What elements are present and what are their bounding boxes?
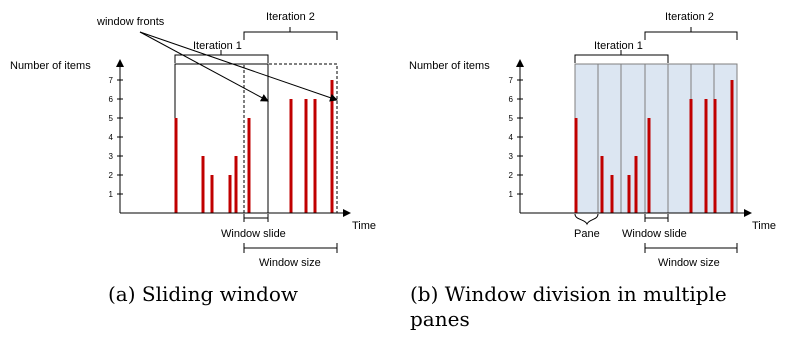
caption-a: (a) Sliding window [108, 282, 298, 306]
bar [689, 99, 693, 213]
iteration-1-brace [174, 50, 269, 63]
window-front-arrow-1 [139, 31, 269, 102]
iteration-2-label: Iteration 2 [266, 11, 315, 23]
pane-label: Pane [574, 228, 600, 240]
window-size-bracket [644, 243, 738, 253]
window-front-arrow-2 [139, 31, 338, 102]
bar [574, 118, 578, 213]
iteration-2-brace [243, 27, 338, 40]
window-iteration-2 [243, 63, 338, 214]
bar [713, 99, 717, 213]
bar [313, 99, 317, 213]
y-tick-label: 3 [109, 152, 114, 161]
y-tick-label: 2 [509, 171, 514, 180]
bar [174, 118, 178, 213]
x-axis-label: Time [752, 220, 776, 232]
sliding-window-diagram: 1 2 3 4 5 6 7 Number of items Time window fron… [10, 11, 376, 306]
window-size-label: Window size [658, 257, 720, 269]
bar [634, 156, 638, 213]
y-tick-label: 5 [509, 114, 514, 123]
y-tick-label: 2 [109, 171, 114, 180]
y-tick-label: 4 [109, 133, 114, 142]
y-tick-label: 6 [109, 95, 114, 104]
iteration-1-label: Iteration 1 [594, 40, 643, 52]
y-ticks: 1 2 3 4 5 6 7 [509, 76, 523, 199]
bar [330, 80, 334, 213]
bar [647, 118, 651, 213]
bar [600, 156, 604, 213]
window-slide-label: Window slide [622, 228, 687, 240]
window-size-label: Window size [259, 257, 321, 269]
bar [247, 118, 251, 213]
window-size-bracket [243, 243, 338, 253]
iteration-2-label: Iteration 2 [665, 11, 714, 23]
window-slide-marker [644, 214, 669, 222]
bar [201, 156, 205, 213]
pane-region [574, 63, 738, 214]
bar [304, 99, 308, 213]
y-axis-label: Number of items [10, 60, 91, 72]
caption-b-line-1: (b) Window division in multiple [410, 282, 727, 306]
y-tick-label: 3 [509, 152, 514, 161]
bar [610, 175, 614, 213]
bar [234, 156, 238, 213]
window-slide-label: Window slide [221, 228, 286, 240]
window-iteration-1 [174, 63, 269, 214]
y-axis-label: Number of items [409, 60, 490, 72]
window-slide-marker [243, 214, 269, 222]
bar [704, 99, 708, 213]
x-axis-label: Time [352, 220, 376, 232]
bars [174, 80, 334, 213]
window-fronts-label: window fronts [96, 16, 165, 28]
y-ticks: 1 2 3 4 5 6 7 [109, 76, 123, 199]
y-tick-label: 1 [509, 190, 514, 199]
bar [228, 175, 232, 213]
y-tick-label: 4 [509, 133, 514, 142]
iteration-1-label: Iteration 1 [193, 40, 242, 52]
iteration-1-brace [574, 50, 669, 63]
y-tick-label: 6 [509, 95, 514, 104]
bar [210, 175, 214, 213]
iteration-2-brace [644, 27, 738, 40]
bar [627, 175, 631, 213]
y-tick-label: 1 [109, 190, 114, 199]
bar [289, 99, 293, 213]
bars [574, 80, 734, 213]
y-tick-label: 5 [109, 114, 114, 123]
y-tick-label: 7 [509, 76, 514, 85]
pane-marker [574, 213, 599, 226]
pane-division-diagram: 1 2 3 4 5 6 7 Number of items Time Iteration 1… [409, 11, 776, 331]
caption-b-line-2: panes [410, 307, 470, 331]
bar [730, 80, 734, 213]
y-tick-label: 7 [109, 76, 114, 85]
